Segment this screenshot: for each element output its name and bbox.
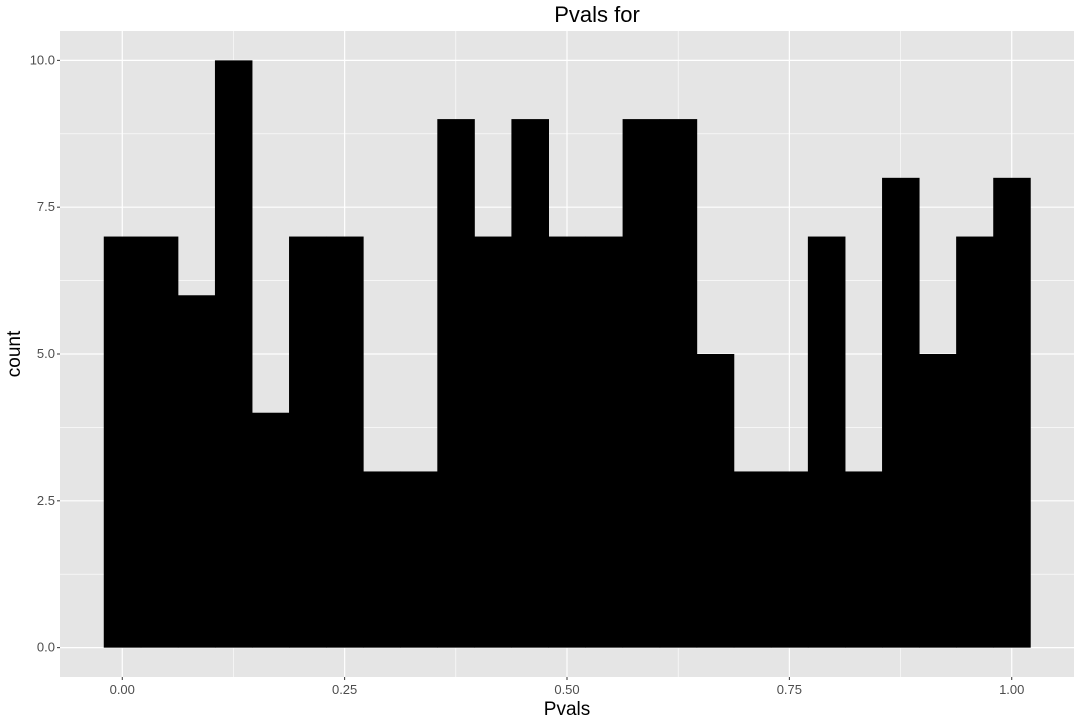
y-axis: 0.0 2.5 5.0 7.5 10.0 <box>30 52 60 655</box>
histogram-bar <box>474 236 512 648</box>
histogram-bar <box>437 119 475 648</box>
x-axis-title: Pvals <box>544 699 590 720</box>
histogram-bar <box>177 295 216 648</box>
histogram-bar <box>882 177 920 648</box>
histogram-bar <box>511 119 549 648</box>
histogram-bar <box>289 236 327 648</box>
histogram-bar <box>919 354 957 648</box>
x-tick-label: 0.50 <box>554 682 579 697</box>
histogram-bars <box>103 60 1031 648</box>
histogram-bar <box>140 236 179 648</box>
histogram-bar <box>956 236 994 648</box>
histogram-bar <box>622 119 661 648</box>
histogram-bar <box>214 60 253 648</box>
histogram-bar <box>807 236 846 648</box>
x-tick-label: 1.00 <box>999 682 1024 697</box>
histogram-bar <box>844 471 883 648</box>
histogram-bar <box>363 471 401 648</box>
histogram-bar <box>993 177 1031 648</box>
y-tick-label: 5.0 <box>37 346 55 361</box>
histogram-bar <box>251 412 290 648</box>
histogram-bar <box>103 236 142 648</box>
histogram-bar <box>585 236 624 648</box>
x-tick-label: 0.00 <box>110 682 135 697</box>
x-axis: 0.00 0.25 0.50 0.75 1.00 <box>110 677 1024 697</box>
histogram-bar <box>733 471 772 648</box>
histogram-bar <box>770 471 809 648</box>
histogram-bar <box>548 236 587 648</box>
y-axis-title: count <box>4 330 25 377</box>
y-tick-label: 10.0 <box>30 52 55 67</box>
histogram-bar <box>659 119 698 648</box>
y-tick-label: 0.0 <box>37 640 55 655</box>
x-tick-label: 0.75 <box>777 682 802 697</box>
histogram-bar <box>400 471 438 648</box>
y-tick-label: 7.5 <box>37 199 55 214</box>
x-tick-label: 0.25 <box>332 682 357 697</box>
y-tick-label: 2.5 <box>37 493 55 508</box>
chart-title: Pvals for <box>554 2 640 27</box>
histogram-bar <box>326 236 364 648</box>
histogram-bar <box>696 354 735 648</box>
